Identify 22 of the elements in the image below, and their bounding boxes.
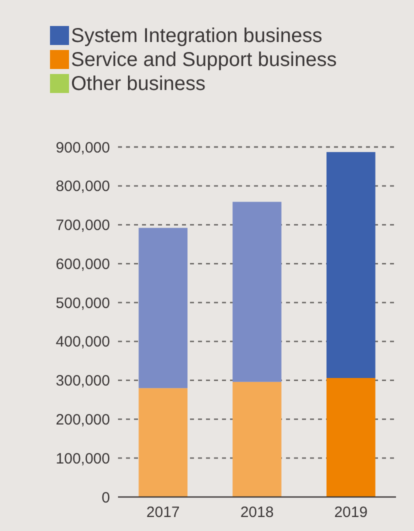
bar	[326, 152, 376, 378]
bar	[232, 382, 282, 497]
y-tick-label: 100,000	[56, 450, 110, 468]
bar	[326, 378, 376, 497]
x-tick-label: 2019	[334, 504, 368, 521]
legend-label: System Integration business	[71, 25, 322, 47]
bar	[232, 202, 282, 382]
legend-label: Other business	[71, 73, 206, 95]
bar	[138, 228, 188, 388]
y-tick-label: 500,000	[56, 294, 110, 312]
y-tick-label: 800,000	[56, 178, 110, 196]
y-tick-label: 0	[102, 489, 110, 506]
legend-label: Service and Support business	[71, 49, 337, 71]
y-tick-label: 600,000	[56, 256, 110, 273]
y-tick-label: 400,000	[56, 334, 110, 351]
x-tick-label: 2017	[146, 504, 180, 521]
y-tick-label: 200,000	[56, 411, 110, 428]
y-tick-label: 300,000	[56, 372, 110, 390]
bar	[138, 388, 188, 497]
x-tick-label: 2018	[240, 504, 274, 521]
y-tick-label: 700,000	[56, 217, 110, 234]
y-tick-label: 900,000	[56, 139, 110, 156]
